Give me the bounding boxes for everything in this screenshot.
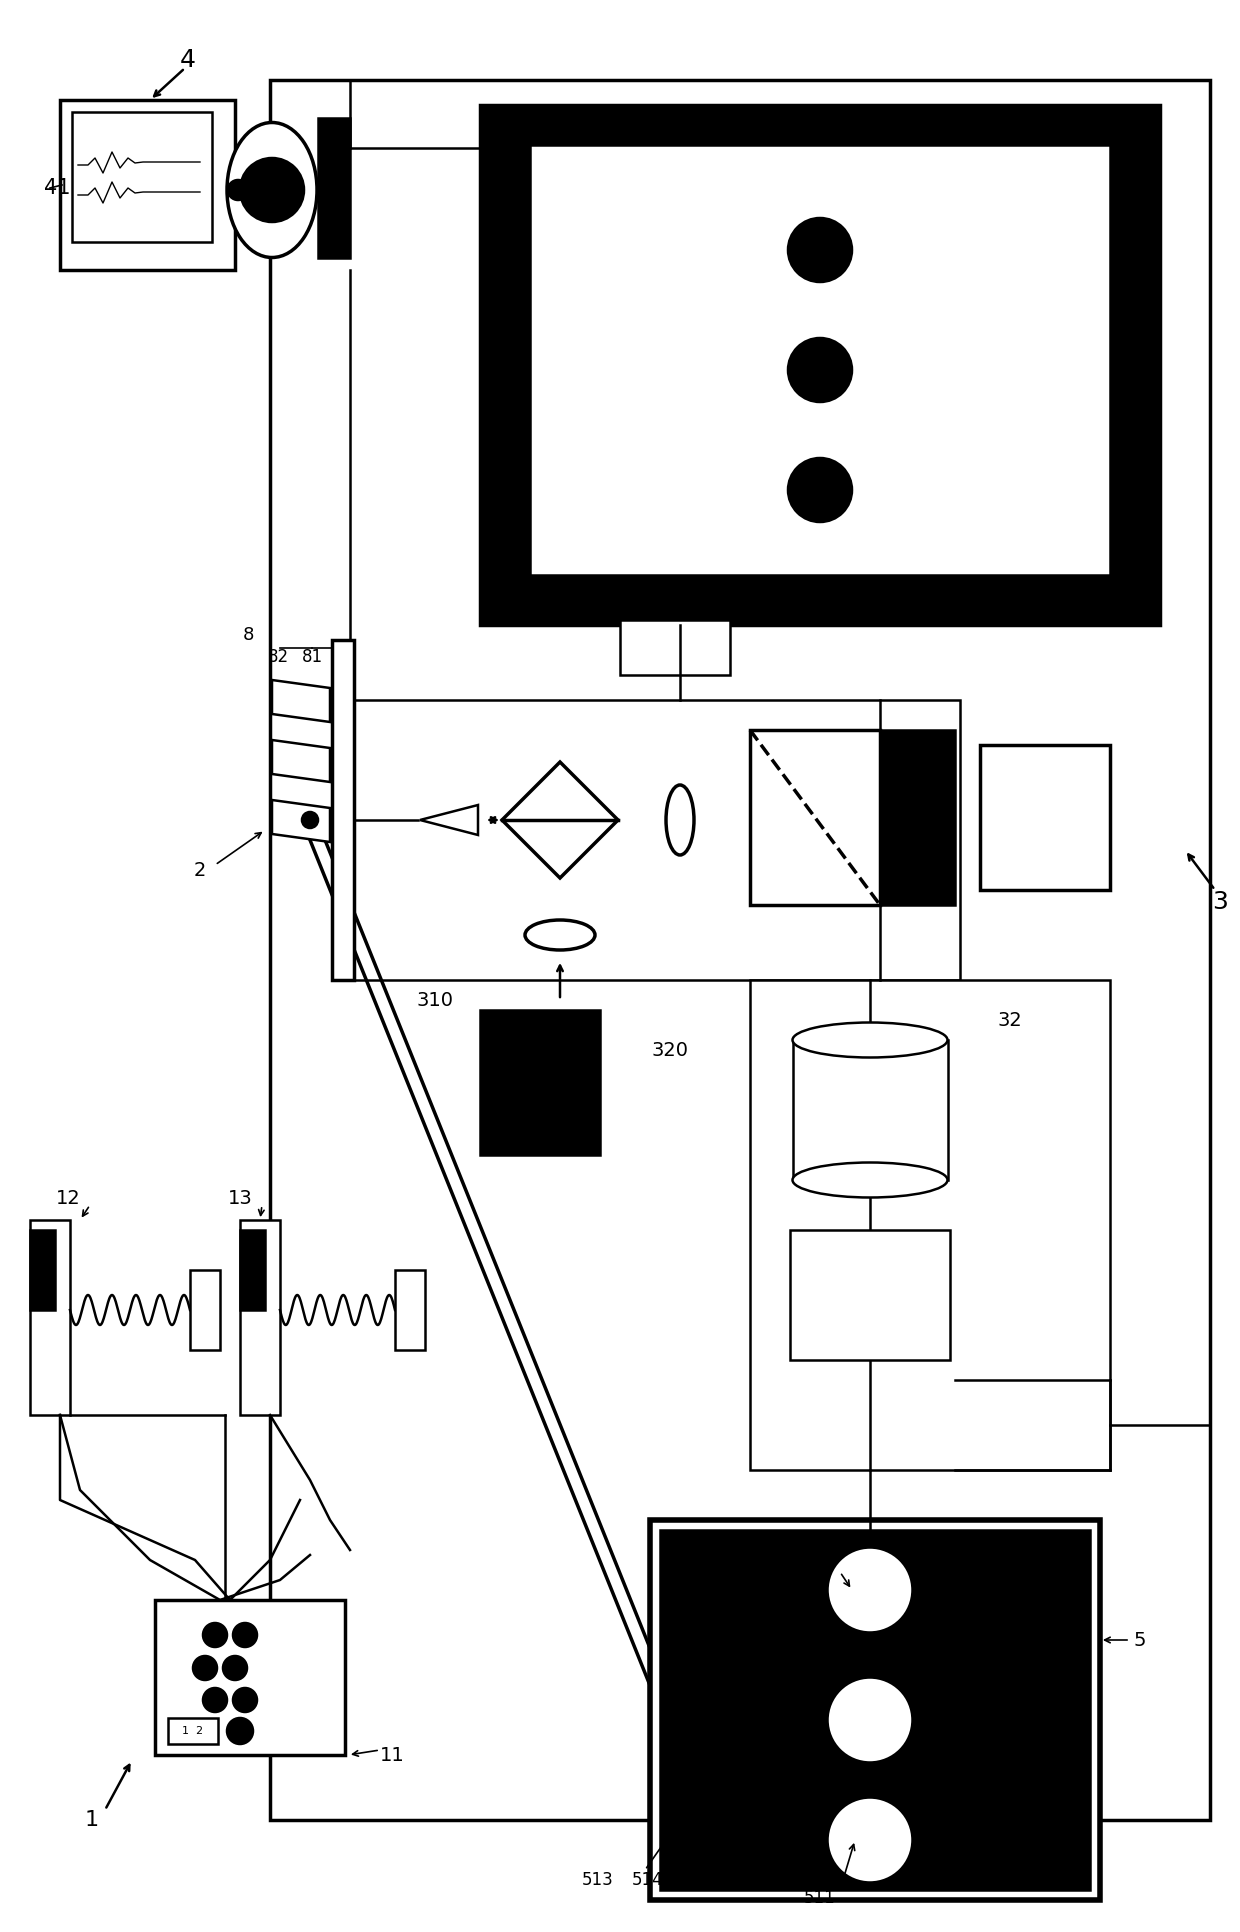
- Text: 5: 5: [1133, 1631, 1146, 1650]
- Circle shape: [787, 218, 852, 282]
- Ellipse shape: [792, 1163, 947, 1198]
- Circle shape: [227, 1718, 253, 1745]
- Bar: [155, 1600, 345, 1754]
- Text: 320: 320: [651, 1041, 688, 1059]
- Circle shape: [223, 1656, 247, 1681]
- Bar: [794, 1039, 949, 1180]
- Text: 513: 513: [582, 1870, 614, 1889]
- Circle shape: [787, 458, 852, 522]
- Circle shape: [830, 1801, 910, 1880]
- Text: 41: 41: [43, 178, 71, 197]
- Bar: [480, 104, 1159, 624]
- Bar: [980, 746, 1110, 891]
- Circle shape: [830, 1681, 910, 1760]
- Bar: [30, 1231, 55, 1310]
- Polygon shape: [272, 800, 330, 842]
- Bar: [190, 1269, 219, 1350]
- Text: 2: 2: [193, 860, 206, 879]
- Text: 1: 1: [84, 1810, 99, 1830]
- Ellipse shape: [792, 1022, 947, 1057]
- Text: 1  2: 1 2: [182, 1725, 203, 1737]
- Polygon shape: [502, 761, 618, 877]
- Text: 81: 81: [301, 647, 322, 667]
- Text: 4: 4: [180, 48, 196, 71]
- Bar: [270, 79, 1210, 1820]
- Circle shape: [303, 811, 317, 829]
- Circle shape: [787, 338, 852, 402]
- Circle shape: [228, 180, 248, 201]
- Bar: [880, 730, 955, 904]
- Text: 82: 82: [268, 647, 289, 667]
- Text: 514: 514: [632, 1870, 663, 1889]
- Text: 13: 13: [228, 1188, 253, 1208]
- Bar: [750, 730, 880, 904]
- Bar: [650, 1520, 1100, 1899]
- Ellipse shape: [666, 784, 694, 856]
- Bar: [660, 1530, 1090, 1889]
- Circle shape: [203, 1623, 227, 1646]
- Text: 32: 32: [998, 1010, 1022, 1030]
- Circle shape: [203, 1689, 227, 1712]
- Text: 512: 512: [804, 1555, 836, 1575]
- Polygon shape: [272, 740, 330, 782]
- Polygon shape: [420, 806, 477, 835]
- Ellipse shape: [227, 122, 317, 257]
- Bar: [750, 980, 1110, 1470]
- Bar: [620, 620, 730, 674]
- Circle shape: [241, 158, 304, 222]
- Text: 310: 310: [417, 991, 454, 1010]
- Circle shape: [193, 1656, 217, 1681]
- Bar: [396, 1269, 425, 1350]
- Bar: [167, 1718, 218, 1745]
- Bar: [480, 1010, 600, 1155]
- Polygon shape: [272, 680, 330, 723]
- Text: 511: 511: [804, 1889, 836, 1907]
- Bar: [332, 639, 353, 980]
- Circle shape: [233, 1689, 257, 1712]
- Bar: [790, 1231, 950, 1360]
- Text: 3: 3: [1211, 891, 1228, 914]
- Bar: [60, 100, 236, 270]
- Text: 11: 11: [379, 1745, 404, 1764]
- Circle shape: [830, 1549, 910, 1631]
- Bar: [350, 699, 960, 980]
- Bar: [30, 1219, 69, 1414]
- Text: 12: 12: [56, 1188, 81, 1208]
- Circle shape: [233, 1623, 257, 1646]
- Text: 8: 8: [242, 626, 254, 643]
- Bar: [529, 145, 1110, 576]
- Bar: [72, 112, 212, 242]
- Bar: [317, 118, 350, 259]
- Bar: [241, 1219, 280, 1414]
- Bar: [241, 1231, 265, 1310]
- Text: 31: 31: [497, 1061, 522, 1080]
- Ellipse shape: [525, 920, 595, 951]
